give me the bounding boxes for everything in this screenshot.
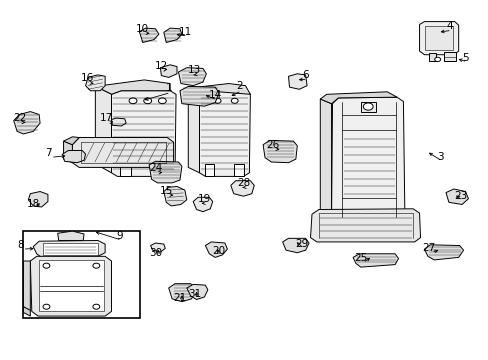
Polygon shape bbox=[233, 164, 243, 176]
Polygon shape bbox=[120, 164, 131, 176]
Polygon shape bbox=[168, 284, 194, 302]
Polygon shape bbox=[63, 141, 72, 163]
Circle shape bbox=[129, 98, 137, 104]
Text: 9: 9 bbox=[116, 231, 123, 241]
Circle shape bbox=[363, 103, 372, 110]
Text: 25: 25 bbox=[353, 253, 367, 264]
Text: 19: 19 bbox=[197, 194, 211, 204]
Circle shape bbox=[93, 263, 100, 268]
Polygon shape bbox=[23, 261, 30, 311]
Polygon shape bbox=[428, 53, 435, 61]
Polygon shape bbox=[186, 284, 207, 300]
Text: 20: 20 bbox=[212, 246, 225, 256]
Polygon shape bbox=[95, 86, 111, 173]
Polygon shape bbox=[63, 137, 79, 145]
Circle shape bbox=[93, 304, 100, 309]
Polygon shape bbox=[360, 102, 375, 112]
Text: 1: 1 bbox=[165, 83, 172, 93]
Polygon shape bbox=[320, 99, 331, 217]
Polygon shape bbox=[263, 140, 297, 163]
Text: 3: 3 bbox=[436, 152, 443, 162]
Text: 12: 12 bbox=[154, 60, 168, 71]
Polygon shape bbox=[85, 75, 105, 91]
Polygon shape bbox=[320, 92, 396, 104]
Text: 6: 6 bbox=[302, 70, 308, 80]
Circle shape bbox=[43, 263, 50, 268]
Polygon shape bbox=[178, 68, 206, 86]
Polygon shape bbox=[23, 307, 30, 316]
Polygon shape bbox=[160, 65, 177, 77]
Text: 16: 16 bbox=[80, 73, 94, 84]
Polygon shape bbox=[310, 209, 420, 242]
Polygon shape bbox=[188, 84, 250, 94]
Polygon shape bbox=[33, 240, 105, 257]
Polygon shape bbox=[150, 243, 165, 252]
Polygon shape bbox=[443, 53, 450, 61]
Text: 18: 18 bbox=[26, 199, 40, 210]
Polygon shape bbox=[445, 189, 468, 204]
Polygon shape bbox=[111, 91, 176, 176]
Polygon shape bbox=[30, 256, 111, 316]
Circle shape bbox=[143, 98, 151, 104]
Polygon shape bbox=[62, 150, 85, 163]
Polygon shape bbox=[152, 164, 166, 176]
Polygon shape bbox=[352, 254, 398, 267]
Text: 7: 7 bbox=[45, 148, 52, 158]
Polygon shape bbox=[193, 197, 212, 212]
Polygon shape bbox=[149, 161, 182, 183]
Circle shape bbox=[214, 98, 221, 103]
Text: 31: 31 bbox=[187, 289, 201, 300]
Text: 2: 2 bbox=[236, 81, 243, 91]
Circle shape bbox=[158, 98, 166, 104]
Text: 15: 15 bbox=[159, 186, 173, 196]
Circle shape bbox=[434, 57, 440, 62]
Text: 17: 17 bbox=[100, 113, 113, 123]
Polygon shape bbox=[188, 88, 199, 173]
Polygon shape bbox=[443, 52, 455, 61]
Text: 30: 30 bbox=[149, 248, 162, 258]
Circle shape bbox=[231, 98, 238, 103]
Bar bbox=[23, 231, 140, 318]
Polygon shape bbox=[180, 86, 219, 106]
Text: 11: 11 bbox=[179, 27, 192, 37]
Text: 29: 29 bbox=[295, 239, 308, 249]
Text: 5: 5 bbox=[461, 53, 468, 63]
Text: 22: 22 bbox=[13, 113, 26, 123]
Polygon shape bbox=[205, 242, 227, 257]
Polygon shape bbox=[199, 91, 250, 176]
Text: 28: 28 bbox=[236, 178, 250, 188]
Polygon shape bbox=[163, 186, 186, 206]
Polygon shape bbox=[230, 181, 254, 196]
Text: 13: 13 bbox=[187, 65, 201, 75]
Text: 14: 14 bbox=[208, 90, 222, 100]
Polygon shape bbox=[419, 22, 458, 55]
Polygon shape bbox=[14, 112, 40, 134]
Text: 10: 10 bbox=[136, 24, 149, 34]
Text: 23: 23 bbox=[453, 191, 467, 201]
Polygon shape bbox=[282, 238, 308, 253]
Polygon shape bbox=[139, 28, 159, 42]
Polygon shape bbox=[43, 243, 98, 255]
Text: 8: 8 bbox=[17, 240, 24, 250]
Text: 26: 26 bbox=[265, 140, 279, 150]
Polygon shape bbox=[28, 192, 48, 207]
Polygon shape bbox=[205, 164, 214, 176]
Polygon shape bbox=[111, 118, 126, 126]
Polygon shape bbox=[72, 138, 173, 167]
Polygon shape bbox=[58, 231, 84, 240]
Circle shape bbox=[43, 304, 50, 309]
Text: 4: 4 bbox=[446, 21, 452, 31]
Text: 27: 27 bbox=[422, 243, 435, 253]
Polygon shape bbox=[39, 260, 103, 311]
Polygon shape bbox=[331, 97, 404, 221]
Polygon shape bbox=[163, 28, 182, 42]
Polygon shape bbox=[288, 74, 306, 89]
Polygon shape bbox=[95, 80, 170, 94]
Polygon shape bbox=[425, 26, 452, 50]
Text: 24: 24 bbox=[148, 163, 162, 174]
Text: 21: 21 bbox=[173, 293, 186, 303]
Polygon shape bbox=[424, 245, 463, 260]
